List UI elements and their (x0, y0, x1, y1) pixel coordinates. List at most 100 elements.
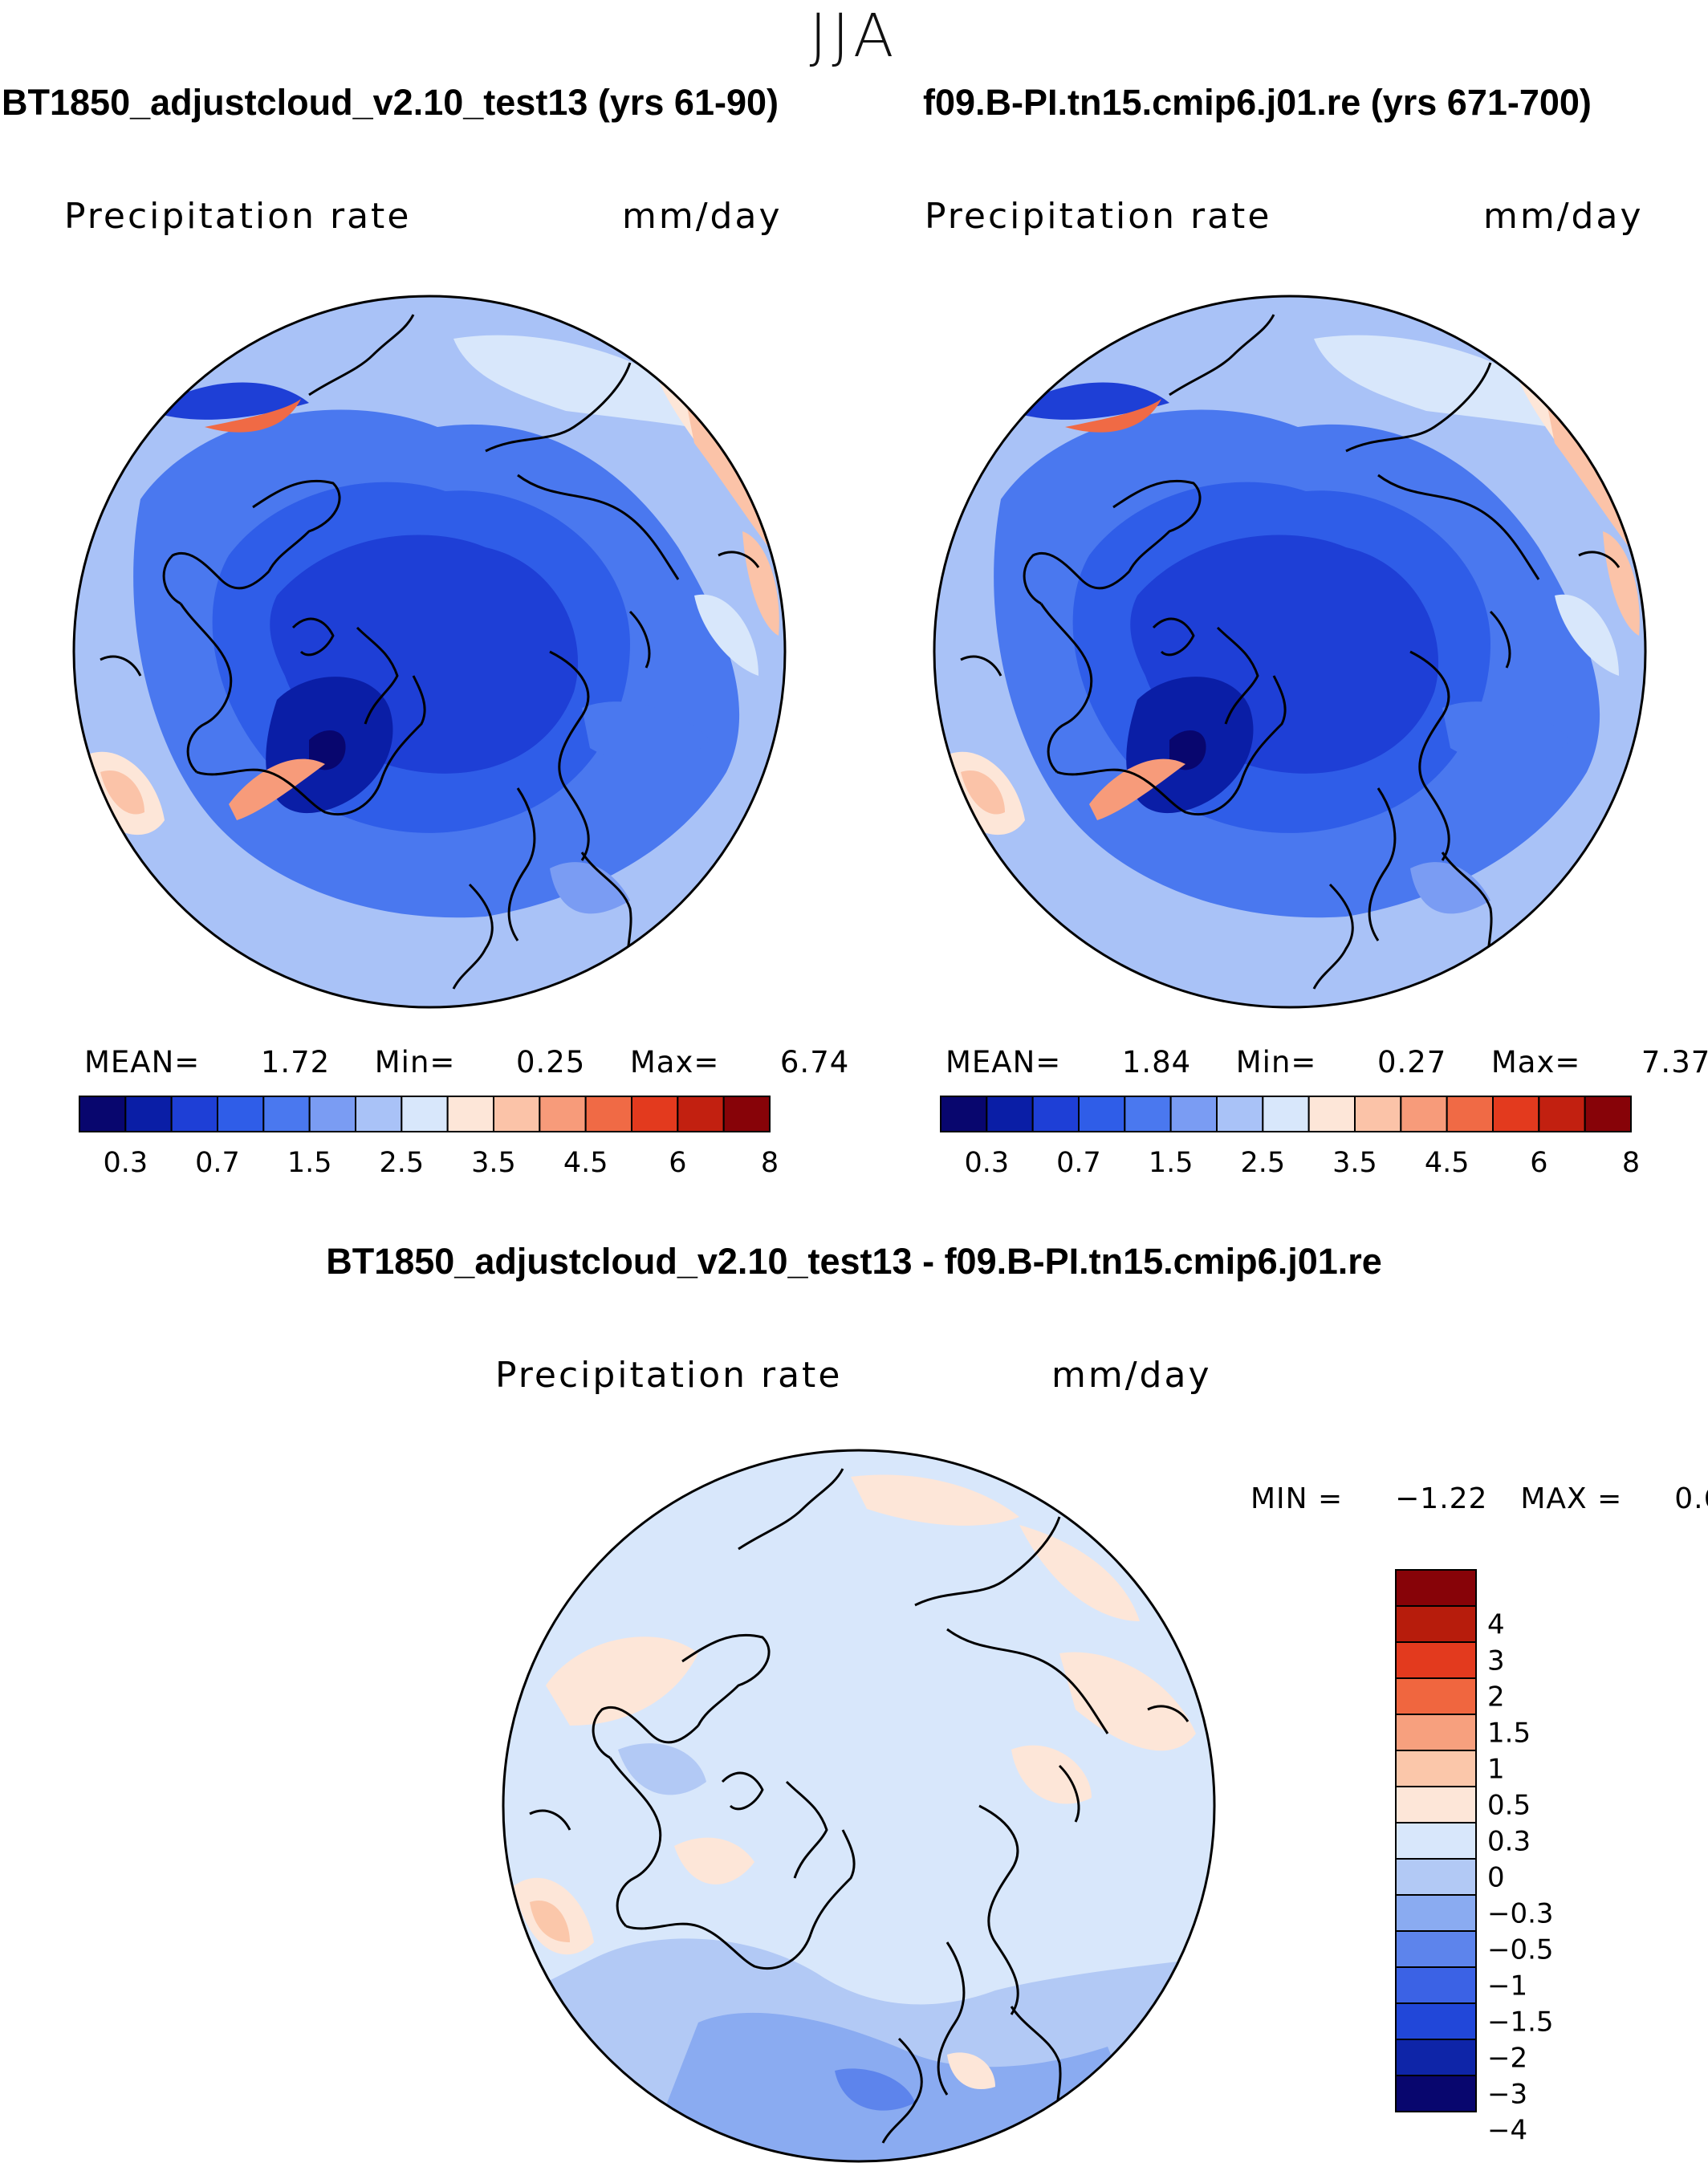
left-coastline (485, 362, 632, 453)
right-coastline (1578, 551, 1621, 568)
right-colorbar: 0.3 0.7 1.5 2.5 3.5 4.5 6 8 (940, 1096, 1640, 1179)
right-coastline (1216, 626, 1259, 725)
left-field-region (229, 758, 325, 820)
right-colorbar-box (1400, 1096, 1448, 1132)
right-coastline (1409, 650, 1450, 861)
diff-coastline (937, 1941, 966, 2096)
left-colorbar-box (262, 1096, 311, 1132)
left-field-region (582, 701, 710, 766)
left-field-region (550, 862, 630, 914)
diff-map-border (502, 1449, 1216, 2163)
diff-colorbar-box (1395, 1714, 1477, 1751)
right-colorbar-tick-label: 8 (1622, 1147, 1640, 1179)
diff-colorbar-tick-label: 0 (1487, 1862, 1505, 1894)
right-colorbar-box (1584, 1096, 1633, 1132)
left-coastline (162, 551, 270, 605)
left-field-region (309, 730, 346, 770)
left-mean-value: 1.72 (260, 1045, 331, 1079)
diff-colorbar-tick-label: −0.5 (1487, 1934, 1554, 1966)
diff-field-region (546, 1636, 698, 1726)
right-units-label: mm/day (1483, 196, 1644, 237)
left-colorbar-box (493, 1096, 541, 1132)
left-colorbar-box (584, 1096, 633, 1132)
right-colorbar-box (1446, 1096, 1494, 1132)
left-coastline (179, 603, 233, 774)
right-coastline (1377, 474, 1540, 580)
right-field-region (1009, 382, 1169, 420)
right-colorbar-tick-label: 0.7 (1056, 1147, 1101, 1179)
diff-colorbar-tick-label: 4 (1487, 1609, 1505, 1641)
diff-colorbar-box (1395, 1894, 1477, 1932)
right-field-region (1603, 531, 1640, 636)
right-coastline (1056, 768, 1243, 816)
left-colorbar-tick-label: 2.5 (379, 1147, 424, 1179)
diff-min-value: −1.22 (1395, 1482, 1488, 1515)
right-colorbar-box (1216, 1096, 1264, 1132)
left-colorbar-box (722, 1096, 771, 1132)
left-colorbar-tick-label: 3.5 (471, 1147, 516, 1179)
left-polar-map (72, 295, 787, 1009)
diff-coastline (738, 1468, 844, 1551)
diff-field-region (618, 1743, 706, 1795)
right-field-region (1442, 701, 1571, 766)
left-coastline (291, 617, 335, 657)
left-min-label: Min= (374, 1045, 456, 1079)
left-coastline (628, 610, 651, 669)
right-field-region (1089, 758, 1185, 820)
left-colorbar-box (124, 1096, 173, 1132)
left-colorbar-tick-label: 6 (669, 1147, 686, 1179)
right-colorbar-box (1538, 1096, 1586, 1132)
diff-colorbar-tick-label: −1 (1487, 1970, 1527, 2002)
diff-colorbar-tick-label: −0.3 (1487, 1898, 1554, 1930)
diff-coastline (681, 1633, 771, 1726)
diff-colorbar-tick-label: −3 (1487, 2079, 1527, 2111)
right-colorbar-tick-label: 3.5 (1332, 1147, 1377, 1179)
left-case-title: BT1850_adjustcloud_v2.10_test13 (yrs 61-… (2, 82, 779, 123)
left-units-label: mm/day (622, 196, 783, 237)
season-title: JJA (809, 2, 899, 71)
diff-coastline (978, 1804, 1019, 2015)
right-coastline (1023, 551, 1131, 605)
right-colorbar-box (1124, 1096, 1172, 1132)
right-colorbar-tick-label: 2.5 (1240, 1147, 1285, 1179)
left-colorbar-box (401, 1096, 449, 1132)
left-coastline (517, 474, 680, 580)
left-field-region (686, 403, 775, 555)
diff-field-region (851, 1474, 1019, 1526)
right-field-region (1314, 335, 1595, 435)
right-field-region (961, 770, 1005, 815)
left-colorbar-box (446, 1096, 494, 1132)
diff-colorbar-box (1395, 2002, 1477, 2040)
left-colorbar-box (539, 1096, 587, 1132)
left-coastline (452, 883, 494, 990)
left-colorbar-tick-label: 0.7 (195, 1147, 240, 1179)
right-coastline (1169, 314, 1275, 396)
left-field-region (148, 382, 309, 420)
right-stats: MEAN= 1.84 Min= 0.27 Max= 7.37 (946, 1045, 1708, 1079)
right-colorbar-tick-label: 1.5 (1149, 1147, 1194, 1179)
right-field-region (1410, 862, 1490, 914)
left-colorbar: 0.3 0.7 1.5 2.5 3.5 4.5 6 8 (79, 1096, 779, 1179)
diff-colorbar-tick-label: 0.5 (1487, 1790, 1531, 1822)
left-coastline (308, 314, 415, 396)
right-coastline (1039, 603, 1093, 774)
right-coastline (1112, 479, 1202, 572)
diff-colorbar-box (1395, 1858, 1477, 1896)
diff-colorbar-box (1395, 1641, 1477, 1679)
diff-field-region (1059, 1652, 1196, 1751)
diff-variable-label: Precipitation rate (495, 1355, 843, 1396)
right-coastline (1312, 883, 1354, 990)
right-coastline (1240, 675, 1287, 781)
left-coastline (252, 479, 341, 572)
right-colorbar-box (1354, 1096, 1402, 1132)
left-coastline (549, 650, 590, 861)
diff-coastline (1147, 1705, 1190, 1722)
right-case-title: f09.B-PI.tn15.cmip6.j01.re (yrs 671-700) (923, 82, 1592, 123)
diff-colorbar-box (1395, 1930, 1477, 1968)
diff-coastline (809, 1829, 856, 1935)
diff-colorbar-box (1395, 1822, 1477, 1860)
right-colorbar-tick-label: 6 (1530, 1147, 1547, 1179)
left-colorbar-tick-label: 0.3 (103, 1147, 148, 1179)
left-stats: MEAN= 1.72 Min= 0.25 Max= 6.74 (84, 1045, 849, 1079)
diff-coastline (608, 1757, 662, 1928)
